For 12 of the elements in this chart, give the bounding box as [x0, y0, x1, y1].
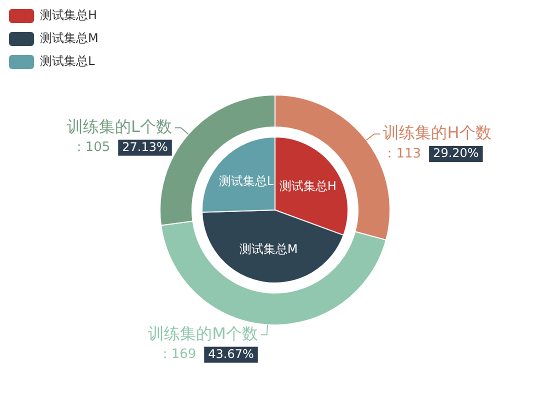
legend-label: 测试集总L: [40, 54, 95, 68]
legend-label: 测试集总M: [40, 31, 98, 46]
category-label: 测试集总L: [218, 174, 274, 188]
data-label: ：105 27.13%: [72, 140, 168, 156]
data-label: ：113 29.20%: [383, 146, 479, 162]
slice-label: 训练集的L个数: [66, 116, 172, 136]
slice-label: 训练集的M个数: [148, 324, 258, 343]
category-label: 测试集总M: [239, 242, 298, 256]
category-label: 测试集总H: [279, 179, 336, 194]
data-label: ：169 43.67%: [158, 346, 254, 362]
legend-label: 测试集总H: [40, 8, 98, 22]
slice-label: 训练集的H个数: [383, 123, 492, 142]
